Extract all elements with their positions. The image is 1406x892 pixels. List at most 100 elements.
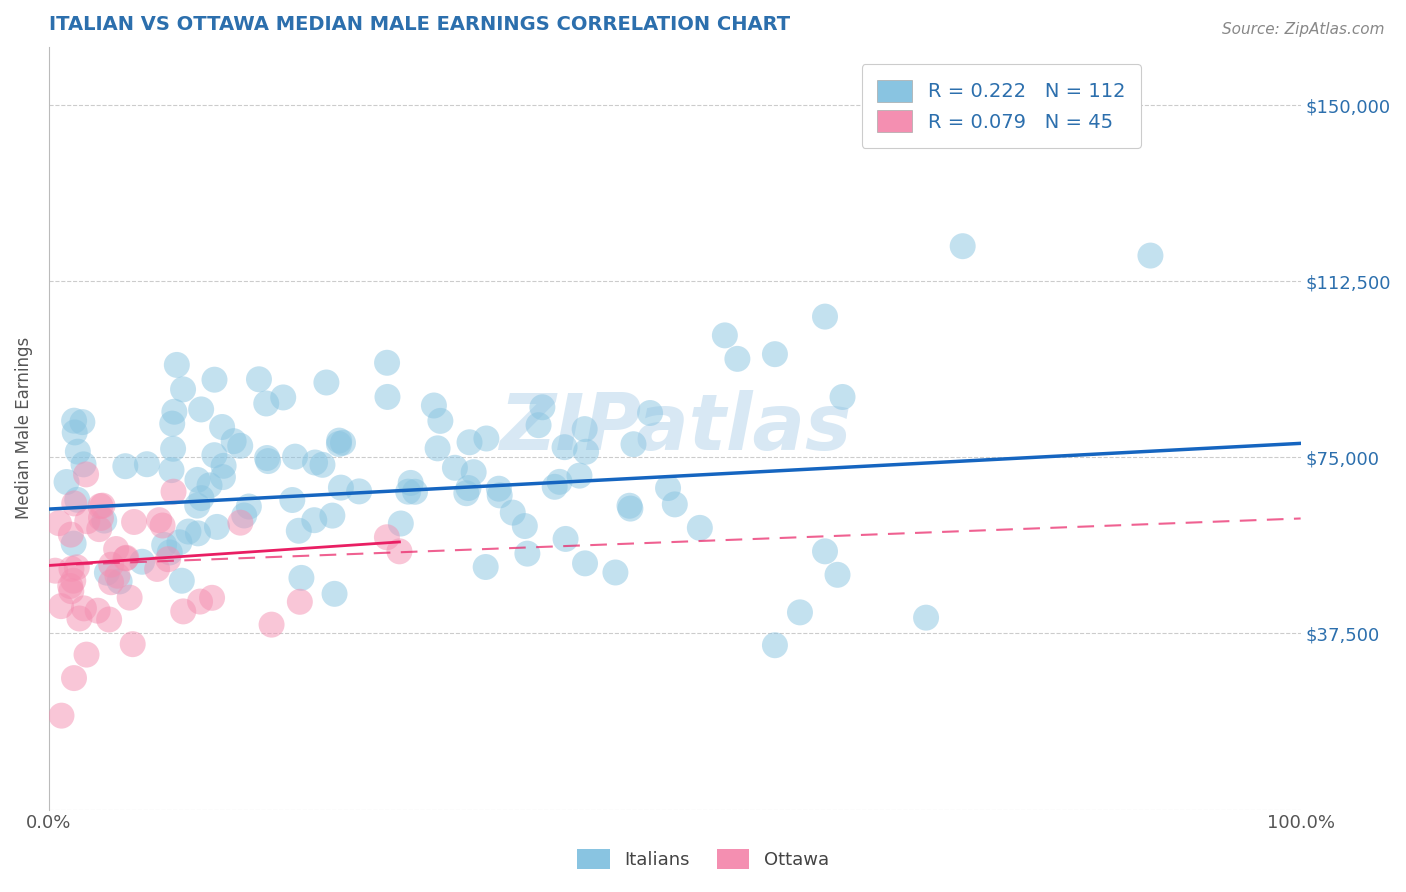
Point: [271, 391, 294, 405]
Point: [605, 566, 627, 580]
Point: [153, 538, 176, 552]
Point: [1139, 249, 1161, 263]
Point: [187, 526, 209, 541]
Point: [72, 415, 94, 429]
Point: [100, 558, 122, 572]
Point: [375, 356, 398, 370]
Point: [429, 414, 451, 428]
Point: [60, 562, 83, 576]
Text: Source: ZipAtlas.com: Source: ZipAtlas.com: [1222, 22, 1385, 37]
Point: [377, 390, 399, 404]
Point: [915, 610, 938, 624]
Point: [475, 432, 498, 446]
Point: [623, 437, 645, 451]
Point: [304, 456, 326, 470]
Point: [172, 604, 194, 618]
Point: [222, 434, 245, 449]
Point: [257, 454, 280, 468]
Legend: Italians, Ottawa: Italians, Ottawa: [568, 839, 838, 879]
Point: [201, 591, 224, 605]
Point: [63, 496, 86, 510]
Point: [714, 328, 737, 343]
Point: [89, 499, 111, 513]
Point: [131, 555, 153, 569]
Point: [284, 450, 307, 464]
Point: [86, 604, 108, 618]
Point: [238, 500, 260, 514]
Point: [321, 508, 343, 523]
Point: [55, 475, 77, 489]
Point: [233, 508, 256, 523]
Point: [59, 527, 82, 541]
Point: [548, 475, 571, 489]
Point: [63, 671, 86, 685]
Point: [229, 439, 252, 453]
Point: [247, 372, 270, 386]
Point: [212, 458, 235, 473]
Point: [323, 587, 346, 601]
Point: [62, 536, 84, 550]
Point: [458, 435, 481, 450]
Point: [488, 488, 510, 502]
Point: [568, 468, 591, 483]
Point: [76, 648, 98, 662]
Point: [59, 579, 82, 593]
Point: [329, 481, 352, 495]
Point: [162, 484, 184, 499]
Point: [328, 434, 350, 448]
Point: [763, 638, 786, 652]
Point: [396, 484, 419, 499]
Point: [73, 601, 96, 615]
Point: [188, 594, 211, 608]
Point: [260, 617, 283, 632]
Point: [107, 568, 129, 582]
Point: [63, 414, 86, 428]
Point: [288, 595, 311, 609]
Point: [162, 442, 184, 456]
Point: [190, 402, 212, 417]
Point: [49, 599, 72, 614]
Point: [725, 351, 748, 366]
Point: [114, 551, 136, 566]
Point: [456, 486, 478, 500]
Point: [51, 708, 73, 723]
Point: [76, 514, 98, 528]
Point: [527, 418, 550, 433]
Point: [100, 575, 122, 590]
Point: [814, 544, 837, 558]
Point: [135, 457, 157, 471]
Point: [60, 584, 83, 599]
Text: ITALIAN VS OTTAWA MEDIAN MALE EARNINGS CORRELATION CHART: ITALIAN VS OTTAWA MEDIAN MALE EARNINGS C…: [49, 15, 790, 34]
Point: [186, 473, 208, 487]
Point: [689, 521, 711, 535]
Point: [212, 470, 235, 484]
Point: [202, 448, 225, 462]
Point: [170, 574, 193, 588]
Point: [91, 499, 114, 513]
Point: [332, 435, 354, 450]
Point: [502, 506, 524, 520]
Point: [159, 545, 181, 559]
Point: [67, 611, 90, 625]
Point: [375, 530, 398, 544]
Point: [105, 541, 128, 556]
Point: [72, 458, 94, 472]
Point: [657, 481, 679, 495]
Point: [444, 460, 467, 475]
Point: [474, 560, 496, 574]
Point: [814, 310, 837, 324]
Point: [63, 425, 86, 440]
Point: [229, 516, 252, 530]
Point: [763, 347, 786, 361]
Point: [516, 547, 538, 561]
Point: [44, 564, 66, 578]
Point: [388, 544, 411, 558]
Point: [290, 571, 312, 585]
Point: [426, 442, 449, 456]
Point: [177, 524, 200, 539]
Point: [152, 518, 174, 533]
Point: [619, 501, 641, 516]
Point: [66, 560, 89, 574]
Point: [115, 550, 138, 565]
Point: [574, 422, 596, 436]
